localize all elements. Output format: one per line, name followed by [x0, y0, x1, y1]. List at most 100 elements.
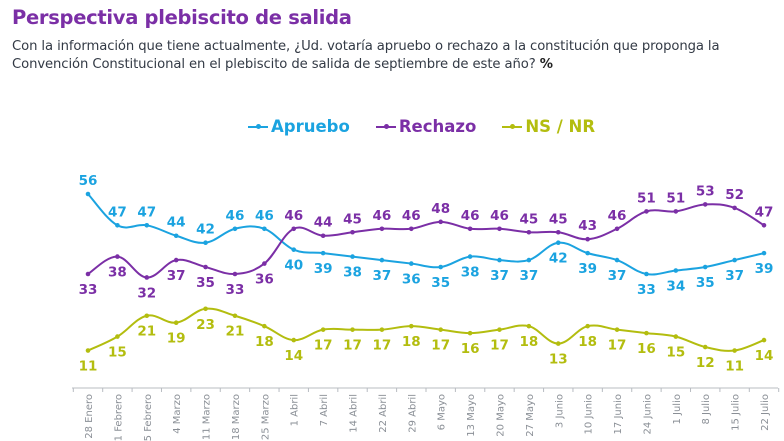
data-point-nsnr — [144, 313, 150, 319]
data-point-apruebo — [761, 250, 767, 256]
data-label-apruebo: 42 — [196, 222, 215, 238]
data-point-nsnr — [85, 348, 91, 353]
data-point-rechazo — [732, 205, 737, 211]
legend-label-apruebo: Apruebo — [271, 117, 350, 136]
data-point-rechazo — [438, 219, 443, 225]
data-point-apruebo — [585, 250, 590, 256]
data-point-apruebo — [85, 191, 91, 197]
x-tick-label: 25 Marzo — [260, 394, 271, 440]
data-label-apruebo: 35 — [696, 275, 715, 291]
data-label-apruebo: 46 — [226, 208, 245, 224]
x-tick-label: 8 Julio — [701, 394, 712, 425]
data-label-rechazo: 33 — [226, 282, 245, 298]
data-label-rechazo: 53 — [696, 183, 715, 199]
data-point-nsnr — [497, 327, 502, 332]
data-point-nsnr — [379, 327, 385, 332]
data-label-nsnr: 18 — [519, 334, 538, 350]
data-point-rechazo — [585, 236, 590, 242]
data-label-apruebo: 37 — [373, 268, 392, 284]
data-point-apruebo — [409, 261, 414, 266]
data-point-rechazo — [173, 257, 179, 263]
data-label-rechazo: 46 — [373, 208, 392, 224]
data-label-rechazo: 37 — [167, 268, 186, 284]
data-point-nsnr — [761, 337, 767, 343]
x-tick-label: 1 Febrero — [113, 394, 124, 441]
data-label-rechazo: 33 — [79, 282, 98, 298]
data-point-rechazo — [761, 223, 767, 228]
data-label-rechazo: 47 — [755, 204, 774, 220]
data-point-nsnr — [203, 306, 208, 312]
data-label-nsnr: 17 — [343, 338, 362, 354]
data-label-rechazo: 46 — [608, 208, 627, 224]
data-point-apruebo — [232, 226, 238, 232]
data-label-nsnr: 17 — [608, 338, 627, 354]
data-label-apruebo: 39 — [578, 261, 597, 277]
data-label-nsnr: 11 — [79, 359, 98, 375]
data-label-rechazo: 43 — [578, 218, 597, 234]
x-tick-label: 3 Junio — [554, 394, 565, 428]
data-point-apruebo — [203, 240, 208, 245]
data-point-apruebo — [173, 233, 179, 239]
legend-item-rechazo: Rechazo — [375, 117, 477, 136]
x-tick-label: 14 Abril — [349, 394, 360, 433]
data-point-nsnr — [673, 334, 679, 339]
data-label-apruebo: 38 — [461, 265, 480, 281]
data-label-nsnr: 21 — [137, 324, 156, 340]
data-point-nsnr — [350, 327, 355, 332]
data-label-nsnr: 16 — [461, 341, 480, 357]
data-point-apruebo — [673, 268, 679, 273]
data-label-nsnr: 11 — [725, 359, 744, 375]
data-label-apruebo: 35 — [431, 275, 450, 291]
data-point-rechazo — [555, 229, 561, 235]
data-label-rechazo: 51 — [637, 190, 656, 206]
x-tick-label: 18 Marzo — [231, 394, 242, 440]
data-point-rechazo — [203, 264, 208, 270]
data-point-nsnr — [526, 323, 532, 329]
data-label-rechazo: 52 — [725, 187, 744, 203]
data-point-rechazo — [526, 229, 532, 235]
data-label-nsnr: 17 — [314, 338, 333, 354]
data-label-rechazo: 38 — [108, 265, 127, 281]
data-point-rechazo — [409, 226, 414, 232]
legend-label-rechazo: Rechazo — [398, 117, 477, 136]
data-point-nsnr — [232, 313, 238, 319]
data-point-nsnr — [291, 337, 297, 343]
data-point-apruebo — [467, 254, 473, 259]
data-point-apruebo — [262, 226, 267, 232]
data-point-apruebo — [702, 264, 708, 270]
data-point-nsnr — [467, 330, 473, 336]
data-point-rechazo — [497, 226, 502, 232]
data-point-rechazo — [379, 226, 385, 232]
data-point-nsnr — [438, 327, 443, 332]
data-label-apruebo: 47 — [108, 204, 127, 220]
legend-item-apruebo: Apruebo — [248, 117, 350, 136]
data-point-apruebo — [144, 223, 150, 228]
data-point-apruebo — [291, 247, 297, 252]
data-point-apruebo — [497, 257, 502, 263]
data-point-rechazo — [232, 271, 238, 277]
x-tick-label: 22 Abril — [378, 394, 389, 433]
data-label-apruebo: 38 — [343, 265, 362, 281]
x-tick-label: 1 Julio — [672, 394, 683, 425]
data-point-apruebo — [115, 223, 120, 228]
x-tick-label: 13 Mayo — [466, 394, 477, 437]
subtitle-unit: % — [539, 57, 553, 72]
data-label-rechazo: 44 — [314, 215, 333, 231]
data-label-nsnr: 18 — [255, 334, 274, 350]
data-point-nsnr — [644, 330, 649, 336]
data-point-rechazo — [350, 229, 355, 235]
data-point-nsnr — [585, 323, 590, 329]
data-point-apruebo — [350, 254, 355, 259]
x-tick-label: 6 Mayo — [437, 394, 448, 430]
data-label-apruebo: 56 — [79, 173, 98, 189]
data-point-rechazo — [144, 275, 150, 280]
data-label-apruebo: 37 — [490, 268, 509, 284]
series-line-apruebo — [87, 193, 765, 276]
data-point-nsnr — [614, 327, 620, 332]
data-label-rechazo: 45 — [519, 211, 538, 227]
data-label-rechazo: 46 — [490, 208, 509, 224]
subtitle-line-1: Con la información que tiene actualmente… — [12, 39, 720, 54]
data-point-nsnr — [173, 320, 179, 325]
data-label-apruebo: 36 — [402, 272, 421, 288]
chart-title: Perspectiva plebiscito de salida — [12, 6, 352, 29]
